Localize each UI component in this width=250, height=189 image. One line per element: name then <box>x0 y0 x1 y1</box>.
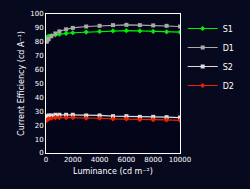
svg-text:0: 0 <box>44 156 48 164</box>
svg-text:50: 50 <box>35 80 44 88</box>
svg-text:40: 40 <box>35 94 44 102</box>
svg-text:Current Efficiency (cd A⁻¹): Current Efficiency (cd A⁻¹) <box>17 31 26 136</box>
svg-text:D2: D2 <box>223 82 234 91</box>
svg-text:0: 0 <box>39 149 43 157</box>
svg-text:100: 100 <box>30 10 43 18</box>
svg-text:S2: S2 <box>223 63 233 72</box>
svg-text:8000: 8000 <box>144 156 162 164</box>
svg-text:Luminance (cd m⁻²): Luminance (cd m⁻²) <box>73 167 153 176</box>
svg-text:80: 80 <box>35 38 44 46</box>
svg-text:S1: S1 <box>223 25 233 34</box>
svg-text:90: 90 <box>35 24 44 32</box>
svg-text:60: 60 <box>35 66 44 74</box>
svg-text:2000: 2000 <box>64 156 82 164</box>
svg-text:6000: 6000 <box>117 156 135 164</box>
svg-text:4000: 4000 <box>91 156 109 164</box>
svg-text:10000: 10000 <box>169 156 191 164</box>
svg-text:D1: D1 <box>223 44 234 53</box>
svg-text:20: 20 <box>35 122 44 130</box>
svg-text:10: 10 <box>35 136 44 144</box>
svg-text:30: 30 <box>35 108 44 116</box>
svg-text:70: 70 <box>35 52 44 60</box>
